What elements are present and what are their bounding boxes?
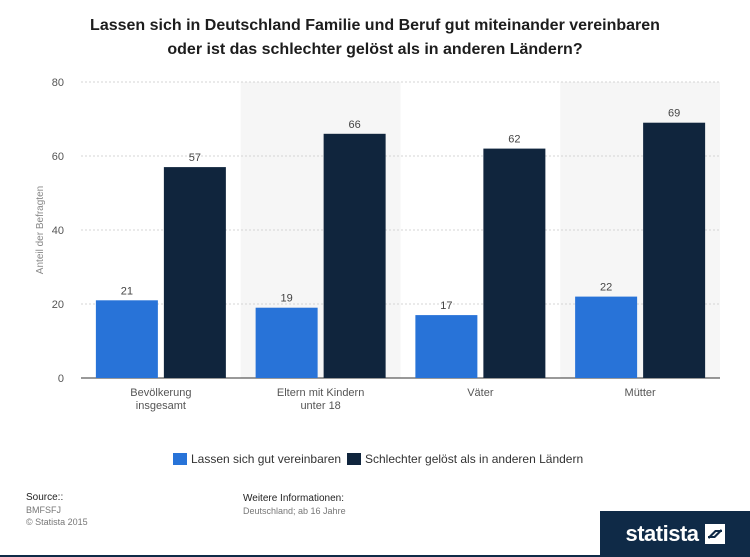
legend-swatch bbox=[347, 453, 361, 465]
chart-title-line-2: oder ist das schlechter gelöst als in an… bbox=[167, 41, 583, 58]
data-label: 21 bbox=[121, 285, 133, 297]
bar-schlechter bbox=[643, 122, 706, 378]
legend-label: Schlechter gelöst als in anderen Ländern bbox=[365, 452, 583, 466]
chart-title-line-1: Lassen sich in Deutschland Familie und B… bbox=[90, 17, 660, 34]
data-label: 19 bbox=[281, 293, 293, 305]
bar-chart: 0 20 40 60 80 Anteil der Befragten 21 19 17 22 57 6… bbox=[35, 77, 720, 466]
source-block: Source:: BMFSFJ © Statista 2015 bbox=[26, 492, 88, 528]
info-heading: Weitere Informationen: bbox=[243, 493, 344, 504]
bar-gut bbox=[575, 296, 638, 378]
copyright-text: © Statista 2015 bbox=[26, 517, 88, 527]
x-tick-label: Väter bbox=[467, 387, 494, 399]
y-axis-label: Anteil der Befragten bbox=[35, 186, 46, 274]
x-tick-label: insgesamt bbox=[136, 400, 186, 412]
data-label: 66 bbox=[349, 119, 361, 131]
x-tick-label: Eltern mit Kindern bbox=[277, 387, 364, 399]
bar-gut bbox=[255, 307, 318, 378]
y-tick-label: 20 bbox=[52, 299, 64, 311]
bar-schlechter bbox=[323, 133, 386, 378]
bar-gut bbox=[415, 315, 478, 378]
y-tick-label: 80 bbox=[52, 77, 64, 89]
data-label: 62 bbox=[508, 134, 520, 146]
source-name: BMFSFJ bbox=[26, 505, 61, 515]
legend-label: Lassen sich gut vereinbaren bbox=[191, 452, 341, 466]
statista-logo-icon bbox=[704, 524, 725, 544]
data-label: 22 bbox=[600, 282, 612, 294]
x-tick-label: unter 18 bbox=[300, 400, 340, 412]
bar-schlechter bbox=[483, 148, 546, 378]
x-tick-label: Mütter bbox=[625, 387, 657, 399]
brand-name: statista bbox=[625, 521, 699, 546]
data-label: 17 bbox=[440, 300, 452, 312]
source-heading: Source:: bbox=[26, 492, 64, 503]
bar-schlechter bbox=[163, 167, 226, 378]
bar-gut bbox=[95, 300, 158, 378]
y-tick-label: 40 bbox=[52, 225, 64, 237]
statista-logo[interactable]: statista bbox=[600, 511, 750, 557]
y-tick-label: 60 bbox=[52, 151, 64, 163]
data-label: 69 bbox=[668, 108, 680, 120]
y-tick-label: 0 bbox=[58, 373, 64, 385]
info-text: Deutschland; ab 16 Jahre bbox=[243, 506, 346, 516]
info-block: Weitere Informationen: Deutschland; ab 1… bbox=[243, 493, 346, 517]
x-tick-label: Bevölkerung bbox=[130, 387, 191, 399]
legend-swatch bbox=[173, 453, 187, 465]
chart-title: Lassen sich in Deutschland Familie und B… bbox=[0, 14, 750, 62]
footer-strip bbox=[0, 555, 600, 557]
data-label: 57 bbox=[189, 152, 201, 164]
